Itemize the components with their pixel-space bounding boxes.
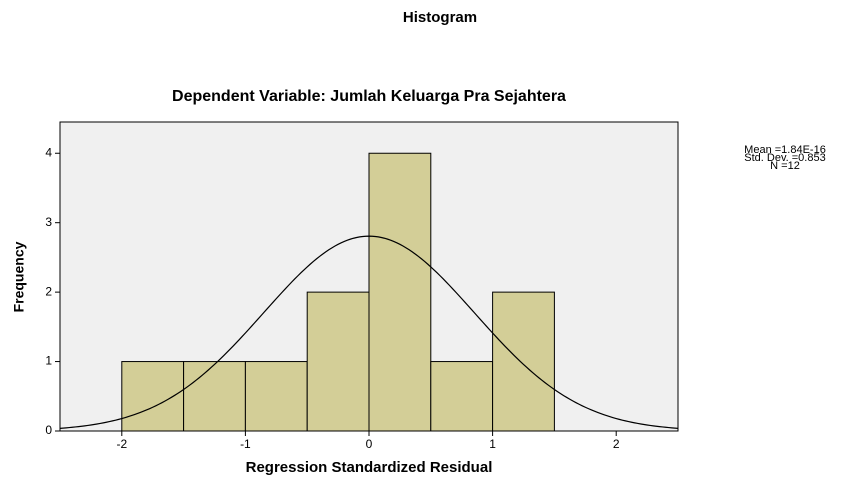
y-axis-label: Frequency [11, 241, 27, 312]
bar [183, 361, 246, 432]
bar [121, 361, 185, 432]
x-axis-label: Regression Standardized Residual [246, 459, 493, 476]
bar [492, 291, 555, 432]
bar [430, 361, 494, 432]
stat-label: Std. Dev. =0.853 [744, 152, 825, 164]
x-tick-label: 0 [366, 437, 373, 451]
bar [368, 152, 432, 432]
chart-title: Histogram [403, 9, 477, 26]
y-tick-label: 1 [45, 354, 52, 368]
y-tick-label: 2 [45, 284, 52, 298]
x-tick-label: -2 [116, 437, 127, 451]
y-tick-label: 3 [45, 215, 52, 229]
stat-label: Mean =1.84E-16 [744, 144, 826, 156]
y-tick-label: 0 [45, 423, 52, 437]
stat-label: N =12 [770, 160, 800, 172]
x-tick-label: 2 [613, 437, 620, 451]
chart-subtitle: Dependent Variable: Jumlah Keluarga Pra … [172, 88, 566, 105]
bar [244, 361, 308, 432]
y-tick-label: 4 [45, 145, 52, 159]
x-tick-label: 1 [489, 437, 496, 451]
normal-curve [59, 235, 679, 429]
x-tick-label: -1 [240, 437, 251, 451]
bar [306, 291, 370, 432]
